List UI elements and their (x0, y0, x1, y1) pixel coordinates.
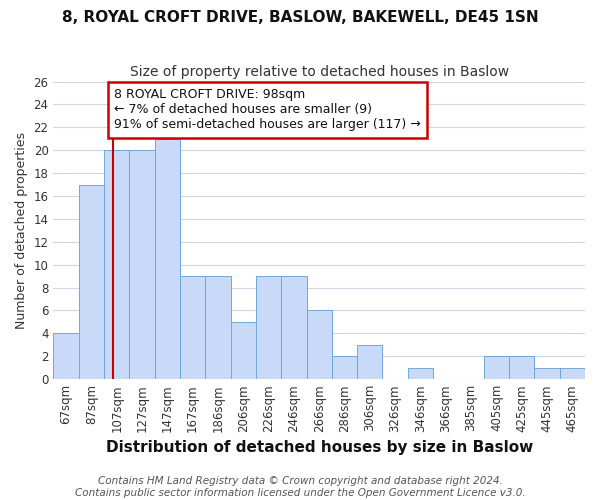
Bar (155, 139, 180, 379)
Bar (560, 368, 585, 379)
Bar (104, 150, 130, 379)
Bar (230, 322, 256, 379)
Text: Contains HM Land Registry data © Crown copyright and database right 2024.
Contai: Contains HM Land Registry data © Crown c… (74, 476, 526, 498)
Bar (484, 356, 509, 379)
Bar (205, 276, 230, 379)
Bar (79, 184, 104, 379)
Text: 8, ROYAL CROFT DRIVE, BASLOW, BAKEWELL, DE45 1SN: 8, ROYAL CROFT DRIVE, BASLOW, BAKEWELL, … (62, 10, 538, 25)
Bar (180, 276, 205, 379)
X-axis label: Distribution of detached houses by size in Baslow: Distribution of detached houses by size … (106, 440, 533, 455)
Bar (535, 368, 560, 379)
Bar (332, 356, 357, 379)
Bar (408, 368, 433, 379)
Bar (130, 150, 155, 379)
Text: 8 ROYAL CROFT DRIVE: 98sqm
← 7% of detached houses are smaller (9)
91% of semi-d: 8 ROYAL CROFT DRIVE: 98sqm ← 7% of detac… (114, 88, 421, 132)
Bar (357, 345, 382, 379)
Bar (53, 334, 79, 379)
Bar (307, 310, 332, 379)
Bar (509, 356, 535, 379)
Bar (281, 276, 307, 379)
Y-axis label: Number of detached properties: Number of detached properties (15, 132, 28, 329)
Title: Size of property relative to detached houses in Baslow: Size of property relative to detached ho… (130, 65, 509, 79)
Bar (256, 276, 281, 379)
